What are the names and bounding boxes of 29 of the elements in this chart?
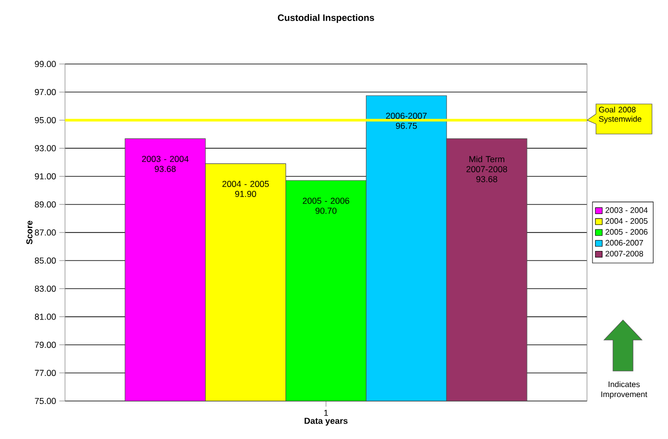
y-tick-label: 87.00 (34, 229, 56, 236)
y-tick-label: 85.00 (34, 258, 56, 264)
data-label: 2003 - 2004 93.68 (142, 156, 189, 172)
data-label: 2006-2007 96.75 (386, 112, 427, 129)
x-axis-title: Data years (304, 418, 348, 426)
y-tick-label: 77.00 (34, 370, 56, 376)
text: Indicates Improvement (601, 381, 648, 399)
y-axis-title: Score (26, 220, 32, 244)
y-tick-label: 81.00 (34, 314, 56, 320)
y-tick-label: 91.00 (34, 173, 56, 180)
y-tick-label: 75.00 (34, 398, 56, 404)
legend-label: 2007-2008 (606, 250, 644, 256)
y-tick-label: 83.00 (34, 286, 56, 292)
y-tick-label: 79.00 (34, 342, 56, 348)
legend-label: 2006-2007 (606, 240, 644, 246)
y-tick-label: 97.00 (34, 89, 56, 96)
y-tick-label: 95.00 (34, 117, 56, 124)
legend-label: 2003 - 2004 (606, 207, 648, 213)
x-tick-label: 1 (324, 410, 328, 416)
y-tick-label: 93.00 (34, 145, 56, 152)
data-label: 2004 - 2005 91.90 (222, 180, 269, 197)
legend-label: 2004 - 2005 (606, 218, 648, 224)
chart-title: Custodial Inspections (278, 14, 374, 23)
legend-label: 2005 - 2006 (606, 229, 648, 235)
y-tick-label: 99.00 (34, 60, 56, 68)
data-label: 2005 - 2006 90.70 (302, 198, 350, 214)
ref-line-label: Goal 2008 Systemwide (598, 106, 642, 124)
y-tick-label: 89.00 (34, 201, 56, 208)
data-label: Mid Term 2007-2008 93.68 (466, 156, 508, 182)
